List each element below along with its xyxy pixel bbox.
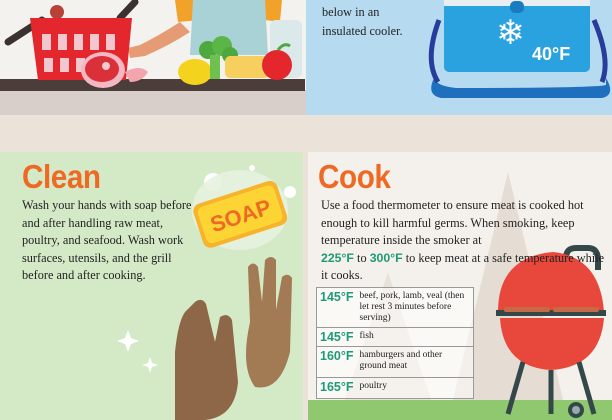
soap-and-gloves-illustration: SOAP [117, 165, 296, 420]
table-row: 145°F beef, pork, lamb, veal (then let r… [317, 288, 474, 328]
food-cell: hamburgers and other ground meat [356, 346, 474, 378]
cook-text-to: to [357, 250, 367, 265]
chill-text: below in an insulated cooler. [322, 3, 403, 41]
cook-panel: Cook Use a food thermometer to ensure me… [308, 152, 612, 420]
food-cell: poultry [356, 377, 474, 399]
table-row: 165°F poultry [316, 377, 474, 399]
shop-panel [0, 0, 306, 115]
cooler-temp: 40°F [532, 44, 571, 64]
smoker-temp-low: 225°F [321, 250, 354, 265]
grocery-illustration [0, 0, 306, 115]
clean-text: Wash your hands with soap before and aft… [22, 198, 192, 283]
clean-title: Clean [22, 158, 101, 195]
snowflake-icon: ❄ [496, 13, 525, 53]
smoker-temp-high: 300°F [369, 250, 403, 265]
chill-panel: below in an insulated cooler. ❄ 40°F [306, 0, 612, 115]
temp-cell: 160°F [316, 346, 357, 378]
temp-cell: 165°F [316, 377, 357, 399]
cook-text-intro: Use a food thermometer to ensure meat is… [321, 198, 584, 248]
food-cell: fish [356, 327, 474, 347]
cook-text-outro: to keep meat at a safe temperature while… [321, 250, 605, 283]
cook-text: Use a food thermometer to ensure meat is… [321, 197, 606, 285]
cook-title: Cook [318, 158, 391, 195]
temp-cell: 145°F [316, 327, 357, 347]
safe-temperature-table: 145°F beef, pork, lamb, veal (then let r… [316, 287, 474, 399]
chill-text-line: below in an [322, 5, 380, 19]
table-row: 160°F hamburgers and other ground meat [316, 346, 474, 378]
clean-panel: Clean Wash your hands with soap before a… [0, 152, 303, 420]
table-row: 145°F fish [316, 327, 474, 347]
chill-text-line: insulated cooler. [322, 24, 403, 38]
cooler-illustration [428, 0, 611, 98]
temp-cell: 145°F [320, 290, 354, 304]
food-cell: beef, pork, lamb, veal (then let rest 3 … [359, 291, 465, 323]
